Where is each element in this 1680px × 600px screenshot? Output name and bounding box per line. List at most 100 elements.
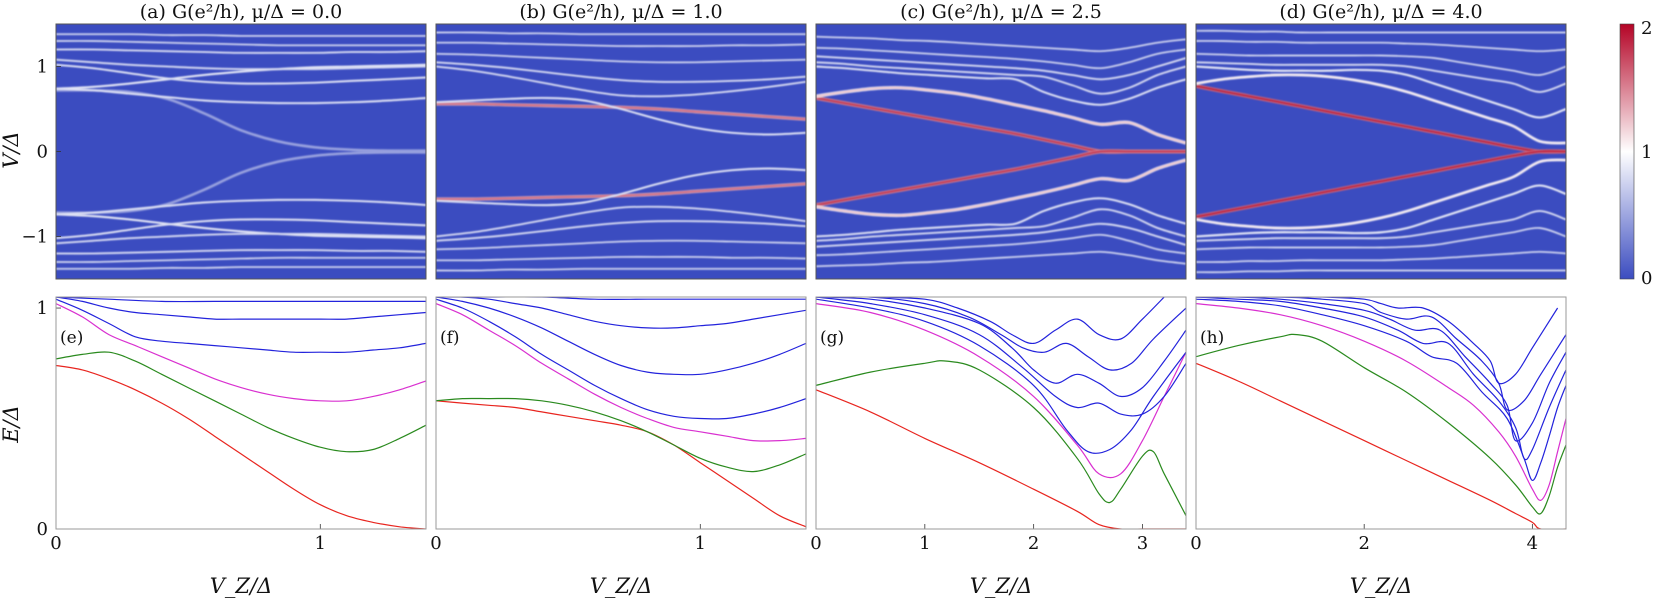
- conductance-band-core: [56, 249, 426, 255]
- conductance-band-core: [816, 86, 1186, 144]
- panel-frame: [1195, 23, 1567, 280]
- conductance-band-core: [816, 251, 1186, 267]
- conductance-band-core: [436, 256, 806, 261]
- energy-line-red: [56, 364, 426, 529]
- x-axis-label: V_Z/Δ: [590, 574, 653, 598]
- conductance-band-core: [436, 61, 806, 83]
- conductance-band-core: [56, 40, 426, 46]
- energy-line-green: [56, 351, 426, 453]
- conductance-band-core: [1196, 270, 1566, 273]
- panel-b: (b) G(e²/h), μ/Δ = 1.0: [435, 1, 807, 280]
- plot-background: [816, 297, 1186, 529]
- energy-line-blue3: [816, 297, 1186, 398]
- conductance-band-core: [436, 66, 806, 97]
- conductance-band-core: [436, 53, 806, 63]
- panel-frame: [435, 296, 807, 530]
- conductance-band-core: [1196, 227, 1566, 250]
- conductance-band-core: [1196, 40, 1566, 52]
- energy-line-magenta: [1196, 303, 1566, 501]
- xtick-label: 1: [919, 533, 930, 554]
- energy-line-blue2: [816, 297, 1186, 417]
- conductance-band-core: [816, 47, 1186, 69]
- conductance-band-core: [56, 266, 426, 270]
- x-axis-label: V_Z/Δ: [210, 574, 273, 598]
- xtick-label: 1: [315, 533, 326, 554]
- colorbar-tick-max: 2: [1641, 18, 1652, 39]
- conductance-band-core: [1196, 251, 1566, 263]
- xtick-label: 4: [1527, 533, 1538, 554]
- energy-line-green: [1196, 333, 1566, 515]
- energy-line-blue1: [56, 298, 426, 353]
- energy-line-magenta: [56, 303, 426, 402]
- conductance-band-core: [816, 150, 1186, 206]
- conductance-band-core: [56, 151, 426, 214]
- panel-title: (b) G(e²/h), μ/Δ = 1.0: [519, 1, 722, 23]
- panel-title: (d) G(e²/h), μ/Δ = 4.0: [1279, 1, 1482, 23]
- conductance-band-core: [816, 234, 1186, 256]
- energy-line-green: [436, 397, 806, 473]
- conductance-band-core: [56, 89, 426, 152]
- conductance-band-core: [56, 218, 426, 239]
- conductance-band-core: [436, 240, 806, 250]
- conductance-band-core: [436, 32, 806, 35]
- conductance-band-core: [56, 233, 426, 244]
- conductance-band-core: [816, 197, 1186, 238]
- panel-label: (g): [820, 328, 844, 348]
- conductance-band-core: [1196, 184, 1566, 238]
- conductance-band-core: [56, 213, 426, 239]
- conductance-band-core: [436, 206, 806, 237]
- conductance-band-core: [56, 64, 426, 85]
- conductance-band-core: [816, 223, 1186, 248]
- energy-line-blue5: [816, 297, 1165, 345]
- energy-line-blue1: [816, 298, 1186, 455]
- conductance-band-core: [816, 65, 1186, 106]
- conductance-band-core: [436, 268, 806, 271]
- xtick-label: 1: [695, 533, 706, 554]
- panel-frame: [1195, 296, 1567, 530]
- conductance-band-core: [56, 199, 426, 215]
- energy-line-blue5: [1196, 297, 1559, 385]
- panel-a: (a) G(e²/h), μ/Δ = 0.0 1 0 −1: [21, 1, 427, 280]
- energy-line-red: [816, 389, 1186, 529]
- energy-line-green: [816, 360, 1186, 516]
- panel-label: (f): [440, 328, 460, 348]
- colorbar: [1619, 23, 1635, 280]
- conductance-band-core: [1196, 74, 1566, 144]
- panel-frame: [815, 23, 1187, 280]
- conductance-band-core: [816, 159, 1186, 217]
- conductance-band-core: [816, 61, 1186, 95]
- conductance-band-core: [1196, 150, 1566, 218]
- conductance-band-core: [816, 55, 1186, 80]
- xtick-label: 2: [1358, 533, 1369, 554]
- energy-line-red: [1196, 362, 1566, 529]
- energy-line-magenta: [436, 303, 806, 442]
- colorbar-tick-min: 0: [1641, 268, 1652, 289]
- panel-frame: [815, 296, 1187, 530]
- energy-line-blue2: [1196, 297, 1566, 461]
- ytick-label: 0: [37, 142, 48, 163]
- conductance-band-core: [436, 220, 806, 242]
- ytick-label: 1: [37, 57, 48, 78]
- x-axis-label: V_Z/Δ: [970, 574, 1033, 598]
- panel-title: (a) G(e²/h), μ/Δ = 0.0: [140, 1, 342, 23]
- conductance-band-core: [436, 183, 806, 200]
- xtick-label: 0: [50, 533, 61, 554]
- conductance-band-core: [56, 257, 426, 263]
- conductance-band-core: [436, 167, 806, 206]
- conductance-band-core: [816, 36, 1186, 52]
- conductance-band-core: [1196, 85, 1566, 153]
- ytick-label: −1: [21, 227, 48, 248]
- conductance-band-core: [436, 42, 806, 47]
- xtick-label: 0: [810, 533, 821, 554]
- xtick-label: 0: [1190, 533, 1201, 554]
- conductance-band-core: [436, 97, 806, 136]
- energy-line-blue1: [1196, 298, 1566, 481]
- panel-frame: [55, 296, 427, 530]
- colorbar-tick-mid: 1: [1641, 142, 1652, 163]
- plot-background: [56, 297, 426, 529]
- panel-e: (e) 0 1 1 0: [37, 296, 427, 554]
- top-y-axis-label: V/Δ: [0, 131, 23, 168]
- energy-line-blue2: [56, 297, 426, 320]
- conductance-band-core: [56, 33, 426, 37]
